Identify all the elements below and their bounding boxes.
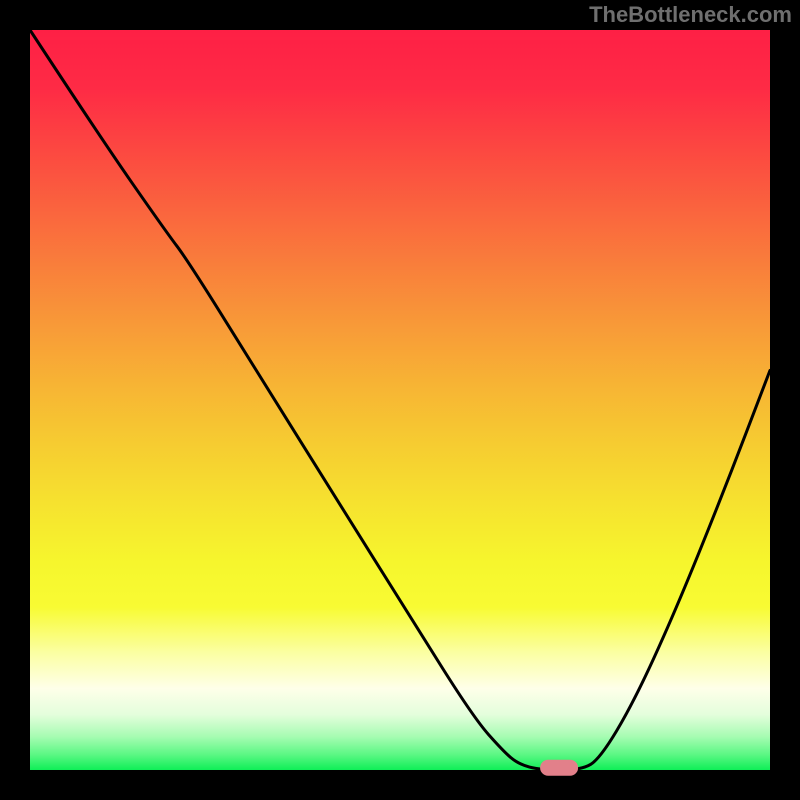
- bottleneck-chart: [0, 0, 800, 800]
- optimal-marker: [540, 760, 578, 776]
- chart-stage: TheBottleneck.com: [0, 0, 800, 800]
- gradient-background: [30, 30, 770, 770]
- watermark-text: TheBottleneck.com: [589, 2, 792, 28]
